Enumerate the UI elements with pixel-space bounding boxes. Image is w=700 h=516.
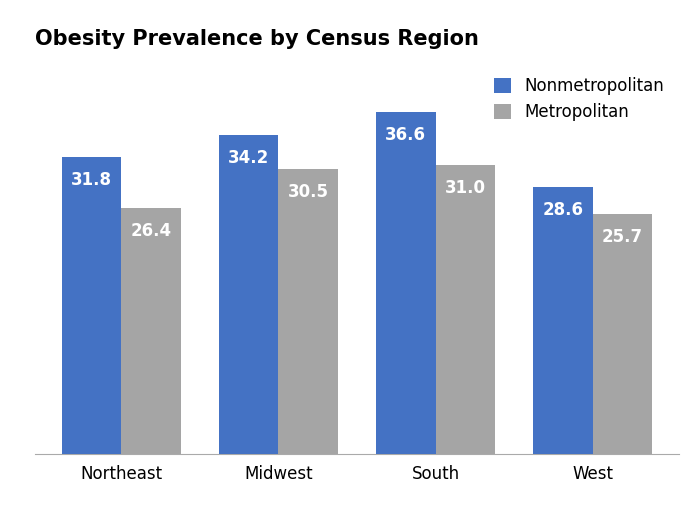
Text: 28.6: 28.6 (542, 201, 583, 219)
Bar (376, 112, 435, 454)
Bar (121, 207, 181, 454)
Text: 31.0: 31.0 (445, 179, 486, 197)
Text: 36.6: 36.6 (385, 126, 426, 144)
Bar (593, 214, 652, 454)
Text: 34.2: 34.2 (228, 149, 270, 167)
Bar (62, 157, 121, 454)
Bar (533, 187, 593, 454)
Text: 26.4: 26.4 (131, 221, 172, 239)
Legend: Nonmetropolitan, Metropolitan: Nonmetropolitan, Metropolitan (488, 70, 671, 128)
Text: 31.8: 31.8 (71, 171, 112, 189)
Text: 25.7: 25.7 (602, 228, 643, 246)
Text: 30.5: 30.5 (288, 183, 329, 201)
Bar (435, 165, 495, 454)
Bar (219, 135, 279, 454)
Bar (279, 169, 338, 454)
Text: Obesity Prevalence by Census Region: Obesity Prevalence by Census Region (35, 29, 479, 49)
